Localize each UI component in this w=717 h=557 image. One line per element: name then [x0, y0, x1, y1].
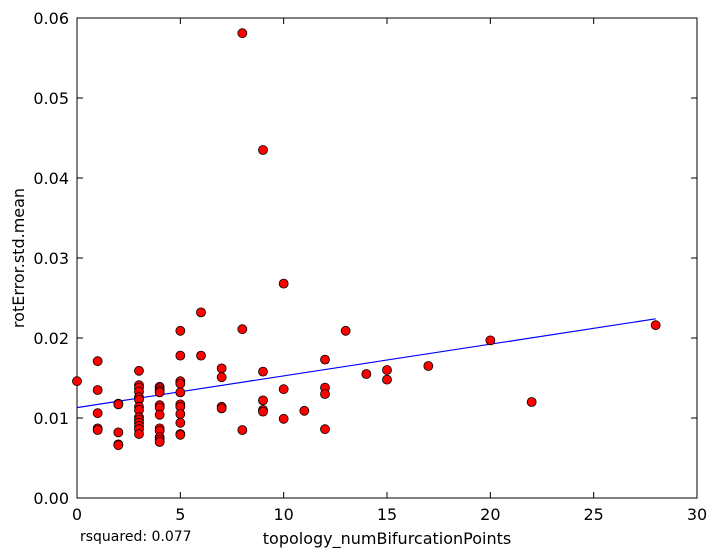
data-point [113, 427, 124, 438]
data-point [175, 387, 186, 398]
y-tick-label: 0.00 [33, 489, 69, 508]
x-axis-label: topology_numBifurcationPoints [263, 529, 511, 549]
data-point [113, 440, 124, 451]
data-point [423, 361, 434, 371]
data-point [258, 395, 268, 406]
data-point [196, 350, 206, 361]
data-point [320, 424, 330, 435]
data-point [258, 366, 268, 377]
data-point [72, 376, 82, 387]
data-point [526, 397, 537, 407]
data-point [216, 372, 227, 383]
data-point [320, 389, 330, 399]
y-tick-label: 0.03 [33, 249, 69, 268]
x-tick-label: 25 [583, 505, 603, 524]
y-tick-label: 0.06 [33, 9, 69, 28]
data-point [92, 356, 103, 367]
data-point [340, 325, 351, 336]
data-point [175, 350, 186, 361]
x-tick-label: 10 [273, 505, 293, 524]
data-point [485, 335, 496, 346]
plot-area [76, 17, 698, 499]
data-point [175, 378, 186, 389]
data-point [320, 354, 330, 365]
rsquared-annotation: rsquared: 0.077 [80, 529, 192, 545]
y-axis-label: rotError.std.mean [9, 188, 28, 328]
data-point [361, 369, 372, 379]
y-tick-label: 0.04 [33, 169, 69, 188]
data-point [175, 417, 186, 428]
data-point [113, 399, 124, 410]
data-point [258, 145, 268, 155]
data-point [237, 425, 248, 435]
data-point [175, 325, 186, 336]
data-point [134, 365, 144, 376]
x-tick-labels: 0 5 10 15 20 25 30 [72, 505, 707, 524]
data-point [92, 408, 103, 419]
y-tick-label: 0.02 [33, 329, 69, 348]
x-tick-label: 20 [480, 505, 500, 524]
data-point [196, 307, 206, 318]
data-point [258, 406, 268, 417]
y-tick-labels: 0.00 0.01 0.02 0.03 0.04 0.05 0.06 [33, 9, 69, 508]
regression-line [76, 318, 656, 409]
data-point [92, 425, 103, 435]
x-tick-label: 0 [72, 505, 82, 524]
data-point [278, 384, 289, 395]
data-point [237, 324, 248, 335]
data-point [382, 374, 392, 385]
data-point [92, 385, 103, 395]
data-point [175, 429, 186, 440]
data-point [278, 278, 289, 289]
data-point [299, 405, 310, 416]
x-tick-label: 15 [377, 505, 397, 524]
data-point [382, 365, 392, 375]
data-point [237, 28, 248, 39]
y-tick-label: 0.01 [33, 409, 69, 428]
data-point [650, 320, 661, 331]
x-tick-label: 5 [175, 505, 185, 524]
y-tick-label: 0.05 [33, 89, 69, 108]
data-points [72, 28, 661, 451]
data-point [154, 387, 165, 398]
data-point [134, 429, 144, 439]
x-tick-label: 30 [687, 505, 707, 524]
data-point [278, 413, 289, 424]
data-point [154, 437, 165, 447]
data-point [175, 409, 186, 419]
data-point [216, 363, 227, 374]
data-point [216, 403, 227, 414]
tick-marks [76, 17, 698, 499]
data-point [154, 409, 165, 420]
